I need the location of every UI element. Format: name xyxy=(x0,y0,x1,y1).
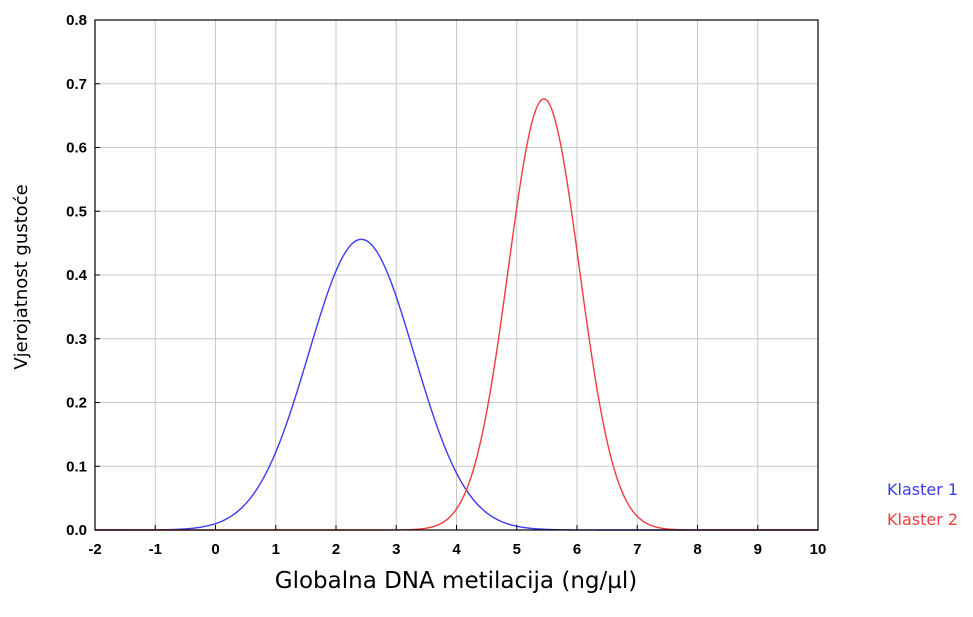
y-tick-label: 0.1 xyxy=(66,458,87,475)
x-tick-label: 5 xyxy=(513,541,521,558)
x-tick-label: 8 xyxy=(693,541,701,558)
x-tick-label: 4 xyxy=(452,541,461,558)
x-axis-ticks: -2 -1 0 1 2 3 4 5 6 7 8 9 10 xyxy=(88,525,826,558)
legend-entry-1: Klaster 1 xyxy=(887,480,959,499)
x-tick-label: -2 xyxy=(88,541,101,558)
x-tick-label: 2 xyxy=(332,541,340,558)
x-tick-label: 10 xyxy=(810,541,827,558)
x-tick-label: 9 xyxy=(754,541,762,558)
x-tick-label: 6 xyxy=(573,541,581,558)
y-tick-label: 0.6 xyxy=(66,140,87,157)
x-tick-label: 0 xyxy=(211,541,219,558)
y-tick-label: 0.4 xyxy=(66,267,88,284)
y-tick-label: 0.0 xyxy=(66,522,87,539)
legend-entry-2: Klaster 2 xyxy=(887,510,959,529)
y-tick-label: 0.3 xyxy=(66,331,87,348)
grid-lines xyxy=(95,20,818,530)
x-tick-label: 7 xyxy=(633,541,641,558)
x-tick-label: 3 xyxy=(392,541,400,558)
x-tick-label: 1 xyxy=(272,541,280,558)
x-tick-label: -1 xyxy=(149,541,162,558)
y-tick-label: 0.7 xyxy=(66,76,87,93)
x-axis-title: Globalna DNA metilacija (ng/µl) xyxy=(275,568,638,594)
y-axis-title: Vjerojatnost gustoće xyxy=(11,184,32,369)
y-tick-label: 0.2 xyxy=(66,395,87,412)
y-tick-label: 0.8 xyxy=(66,12,87,29)
y-axis-ticks: 0.0 0.1 0.2 0.3 0.4 0.5 0.6 0.7 0.8 xyxy=(66,12,100,539)
y-tick-label: 0.5 xyxy=(66,203,87,220)
